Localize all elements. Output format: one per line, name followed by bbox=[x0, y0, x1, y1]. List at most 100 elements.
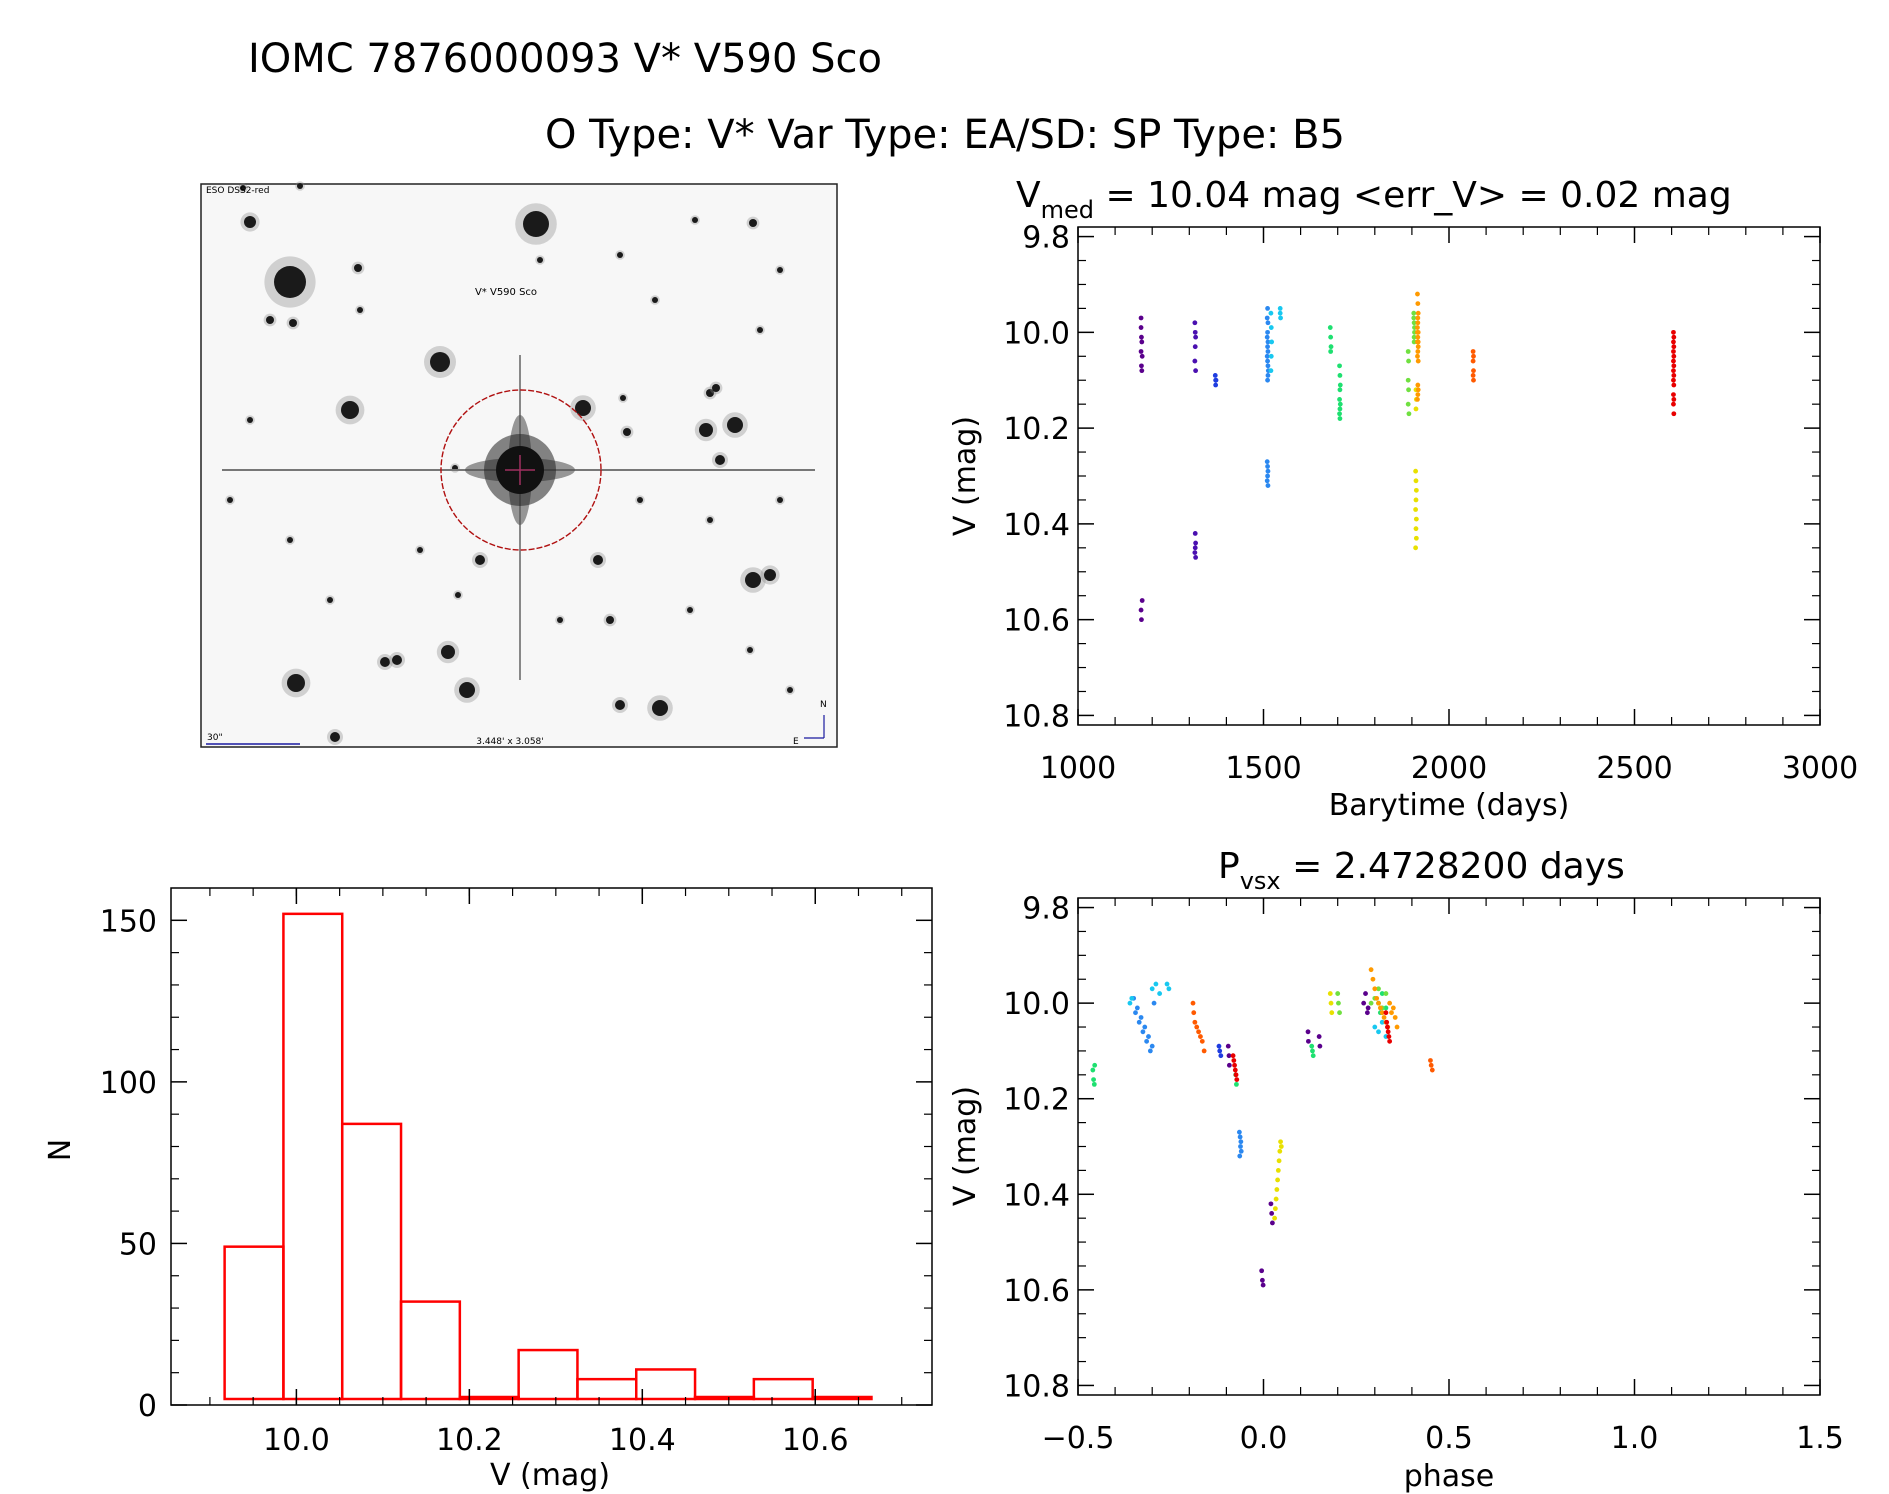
data-point bbox=[1405, 349, 1411, 354]
data-point bbox=[1238, 1144, 1243, 1149]
finder-star bbox=[523, 211, 549, 237]
data-point bbox=[1671, 401, 1676, 407]
x-tick-label: 2500 bbox=[1596, 751, 1672, 786]
data-point bbox=[1192, 550, 1198, 556]
lightcurve-points bbox=[1138, 291, 1677, 623]
finder-star bbox=[537, 257, 543, 263]
data-point bbox=[1394, 1024, 1400, 1030]
data-point bbox=[1272, 1206, 1278, 1212]
phased-ticks: −0.5 0.0 0.5 1.0 1.5 9.8 10.0 10.2 10.4 10.6 10.8 bbox=[1003, 892, 1844, 1456]
data-point bbox=[1335, 991, 1341, 996]
data-point bbox=[1274, 1187, 1280, 1192]
data-point bbox=[1265, 373, 1271, 378]
data-point bbox=[1370, 976, 1376, 982]
data-point bbox=[1411, 320, 1417, 326]
data-point bbox=[1265, 483, 1271, 488]
data-point bbox=[1405, 401, 1411, 407]
data-point bbox=[1389, 1010, 1394, 1016]
data-point bbox=[1146, 1034, 1151, 1039]
histogram-bar bbox=[811, 1395, 873, 1401]
finder-star bbox=[727, 417, 743, 433]
finder-star bbox=[380, 657, 390, 667]
data-point bbox=[1671, 373, 1677, 378]
histogram-bar bbox=[693, 1395, 756, 1401]
data-point bbox=[1273, 1196, 1279, 1202]
data-point bbox=[1269, 339, 1275, 345]
data-point bbox=[1363, 991, 1368, 996]
data-point bbox=[1237, 1153, 1243, 1159]
data-point bbox=[1415, 291, 1420, 297]
data-point bbox=[1265, 349, 1271, 354]
data-point bbox=[1374, 995, 1380, 1001]
finder-star bbox=[652, 297, 658, 303]
data-point bbox=[1337, 401, 1343, 407]
data-point bbox=[1193, 540, 1199, 546]
y-tick-label: 10.8 bbox=[1003, 1369, 1070, 1404]
finder-star bbox=[289, 319, 297, 327]
data-point bbox=[1415, 349, 1421, 354]
data-point bbox=[1199, 1038, 1205, 1044]
finder-star bbox=[244, 216, 256, 228]
data-point bbox=[1327, 325, 1333, 330]
data-point bbox=[1133, 1010, 1138, 1016]
y-tick-label: 9.8 bbox=[1022, 221, 1070, 256]
data-point bbox=[1138, 315, 1144, 321]
data-point bbox=[1337, 387, 1343, 393]
phased-title: Pvsx = 2.4728200 days bbox=[1218, 846, 1625, 895]
y-tick-label: 150 bbox=[100, 904, 157, 939]
data-point bbox=[1383, 1005, 1389, 1011]
lightcurve-ylabel: V (mag) bbox=[948, 416, 983, 536]
data-point bbox=[1139, 339, 1145, 345]
data-point bbox=[1415, 315, 1421, 321]
x-tick-label: 10.2 bbox=[436, 1423, 503, 1458]
data-point bbox=[1264, 478, 1270, 484]
data-point bbox=[1265, 377, 1270, 383]
data-point bbox=[1264, 353, 1270, 359]
data-point bbox=[1264, 334, 1270, 340]
lightcurve-ticks: 1000 1500 2000 2500 3000 9.8 10.0 10.2 10.4 10.6 1… bbox=[1003, 221, 1858, 786]
data-point bbox=[1429, 1067, 1435, 1073]
finder-star bbox=[749, 219, 757, 227]
data-point bbox=[1415, 329, 1420, 335]
data-point bbox=[1091, 1077, 1096, 1082]
compass-north-label: N bbox=[820, 700, 827, 710]
data-point bbox=[1415, 301, 1421, 307]
finder-star bbox=[747, 647, 753, 653]
data-point bbox=[1415, 334, 1421, 340]
y-tick-label: 10.0 bbox=[1003, 987, 1070, 1022]
data-point bbox=[1337, 396, 1342, 402]
data-point bbox=[1139, 353, 1145, 359]
data-point bbox=[1379, 991, 1385, 996]
data-point bbox=[1413, 526, 1419, 532]
finder-star bbox=[475, 555, 485, 565]
finder-star bbox=[593, 555, 603, 565]
data-point bbox=[1309, 1043, 1315, 1049]
finder-star bbox=[392, 655, 402, 665]
data-point bbox=[1194, 1024, 1200, 1030]
histogram-bars bbox=[223, 912, 873, 1401]
data-point bbox=[1278, 1139, 1283, 1145]
finder-star bbox=[287, 537, 293, 543]
main-title: IOMC 7876000093 V* V590 Sco bbox=[248, 36, 882, 82]
data-point bbox=[1192, 1019, 1198, 1025]
data-point bbox=[1269, 1211, 1275, 1216]
data-point bbox=[1136, 1019, 1142, 1025]
histogram-ylabel: N bbox=[43, 1139, 78, 1161]
data-point bbox=[1268, 353, 1274, 359]
data-point bbox=[1385, 1024, 1390, 1030]
data-point bbox=[1428, 1062, 1434, 1068]
data-point bbox=[1337, 411, 1342, 417]
data-point bbox=[1265, 464, 1270, 469]
histogram-bar bbox=[517, 1348, 579, 1401]
finder-star bbox=[357, 307, 363, 313]
finder-star bbox=[692, 217, 698, 223]
data-point bbox=[1138, 607, 1144, 613]
data-point bbox=[1226, 1053, 1232, 1059]
data-point bbox=[1337, 1010, 1342, 1016]
finder-star bbox=[787, 687, 793, 693]
data-point bbox=[1413, 497, 1419, 503]
data-point bbox=[1671, 339, 1676, 345]
data-point bbox=[1265, 358, 1270, 364]
data-point bbox=[1364, 1010, 1370, 1016]
histogram-bar bbox=[340, 1122, 403, 1401]
